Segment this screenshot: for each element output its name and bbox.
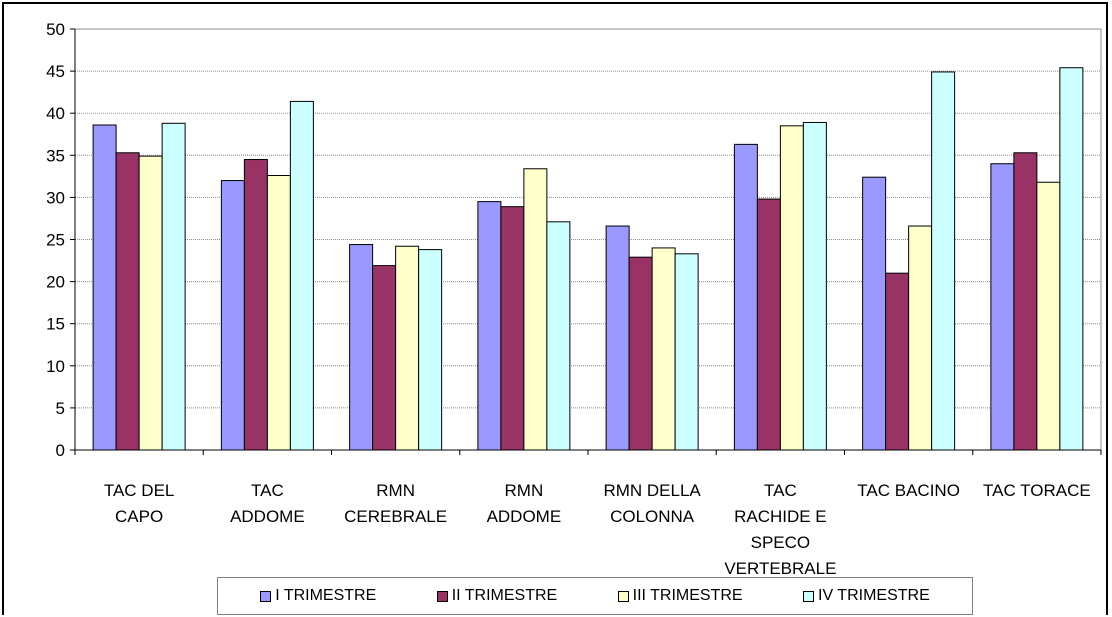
x-category-label-line: TAC TORACE — [983, 481, 1091, 500]
legend-label: I TRIMESTRE — [275, 587, 377, 604]
legend-swatch — [436, 590, 448, 602]
bar — [500, 206, 525, 451]
legend-item: I TRIMESTRE — [260, 587, 376, 605]
bar — [605, 225, 630, 451]
x-category-label-line: RACHIDE E — [734, 507, 827, 526]
category-labels: TAC DEL CAPO TAC ADDOME RMN CEREBRALE RMN ADDOM… — [104, 481, 1091, 578]
bar — [418, 249, 443, 451]
bar — [802, 121, 827, 451]
x-category-label: TAC DEL CAPO — [104, 481, 175, 526]
y-tick-label: 50 — [46, 20, 65, 39]
bar — [138, 155, 163, 451]
bar — [1013, 152, 1038, 451]
bars — [92, 67, 1084, 451]
x-category-label: TAC RACHIDE E SPECO VERTEBRALE — [724, 481, 836, 578]
bar — [908, 225, 933, 451]
bar — [674, 253, 699, 451]
x-category-label: RMN CEREBRALE — [344, 481, 447, 526]
x-category-label-line: TAC DEL — [104, 481, 175, 500]
bar — [885, 272, 910, 451]
x-category-label-line: VERTEBRALE — [724, 559, 836, 578]
x-category-label-line: ADDOME — [487, 507, 562, 526]
legend-item: II TRIMESTRE — [436, 587, 558, 605]
bar — [779, 125, 804, 451]
bar — [862, 176, 887, 451]
chart-svg: 0 5 10 15 20 25 30 35 40 45 50 TAC DEL CAPO TAC ADDOM… — [46, 20, 1102, 578]
bar — [931, 71, 956, 451]
x-category-label: TAC BACINO — [857, 481, 960, 500]
y-tick-label: 0 — [56, 441, 65, 460]
legend-item: IV TRIMESTRE — [803, 587, 930, 605]
bar — [733, 143, 758, 451]
x-category-label-line: TAC BACINO — [857, 481, 960, 500]
bar — [1036, 181, 1061, 451]
y-tick-label: 30 — [46, 188, 65, 207]
bar — [372, 265, 397, 451]
x-category-label-line: TAC — [764, 481, 797, 500]
legend-swatch — [803, 590, 815, 602]
legend: I TRIMESTRE II TRIMESTRE III TRIMESTRE IV T… — [217, 577, 973, 615]
bar — [289, 100, 314, 451]
bar — [115, 152, 140, 451]
y-tick-label: 25 — [46, 231, 65, 250]
legend-label: III TRIMESTRE — [632, 587, 743, 604]
bar — [756, 198, 781, 451]
x-category-label: TAC ADDOME — [230, 481, 305, 526]
bar — [477, 201, 502, 451]
y-tick-label: 5 — [56, 399, 65, 418]
x-category-label-line: TAC — [251, 481, 284, 500]
y-tick-label: 45 — [46, 62, 65, 81]
bar — [92, 124, 117, 451]
y-tick-label: 10 — [46, 357, 65, 376]
bar — [220, 180, 245, 451]
legend-label: II TRIMESTRE — [451, 587, 558, 604]
bar — [243, 159, 268, 451]
legend-item: III TRIMESTRE — [617, 587, 743, 605]
x-category-label-line: RMN DELLA — [603, 481, 701, 500]
bar — [546, 221, 571, 451]
legend-swatch — [260, 590, 272, 602]
x-category-label-line: ADDOME — [230, 507, 305, 526]
axes — [70, 28, 1102, 455]
y-tick-label: 35 — [46, 146, 65, 165]
x-category-label-line: CEREBRALE — [344, 507, 447, 526]
x-category-label: RMN DELLA COLONNA — [603, 481, 701, 526]
legend-label: IV TRIMESTRE — [818, 587, 930, 604]
x-category-label-line: COLONNA — [610, 507, 695, 526]
y-tick-label: 15 — [46, 315, 65, 334]
x-category-label: TAC TORACE — [983, 481, 1091, 500]
x-category-label-line: RMN — [505, 481, 544, 500]
bar — [523, 168, 548, 451]
x-category-label-line: CAPO — [115, 507, 163, 526]
y-tick-label: 40 — [46, 104, 65, 123]
x-category-label-line: SPECO — [751, 533, 811, 552]
x-category-label-line: RMN — [376, 481, 415, 500]
y-tick-label: 20 — [46, 273, 65, 292]
bar — [628, 256, 653, 451]
y-tick-labels: 0 5 10 15 20 25 30 35 40 45 50 — [46, 20, 65, 460]
bar — [161, 122, 186, 451]
bar — [990, 163, 1015, 451]
bar — [266, 175, 291, 451]
bar — [395, 245, 420, 451]
legend-swatch — [617, 590, 629, 602]
x-category-label: RMN ADDOME — [487, 481, 562, 526]
bar — [651, 247, 676, 451]
bar — [349, 244, 374, 451]
bar — [1059, 67, 1084, 451]
